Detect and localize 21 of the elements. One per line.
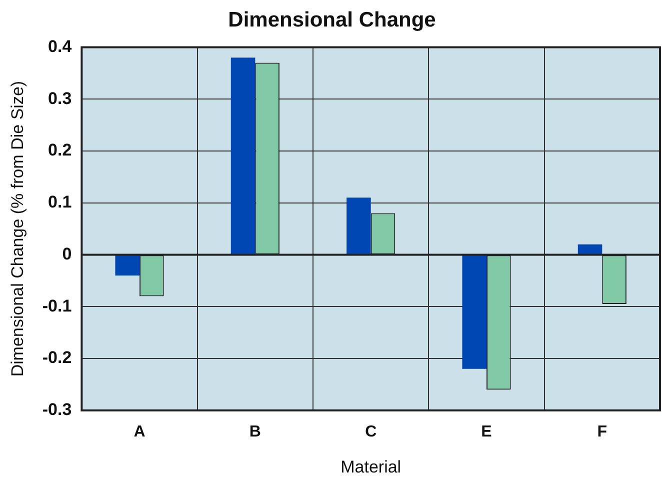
y-tick-label: 0.2: [48, 140, 72, 160]
y-tick-label: 0: [62, 244, 72, 264]
x-tick-label: C: [365, 423, 378, 440]
bar: [346, 198, 371, 254]
bar: [230, 58, 256, 254]
x-tick-label: F: [597, 423, 608, 440]
bar: [578, 244, 602, 254]
y-axis-title: Dimensional Change (% from Die Size): [8, 80, 27, 377]
x-tick-label: A: [134, 423, 146, 440]
x-tick-label: E: [481, 423, 492, 440]
x-tick-label: B: [249, 423, 261, 440]
y-tick-label: 0.4: [48, 36, 72, 56]
y-tick-label: -0.2: [42, 348, 72, 368]
y-tick-label: 0.3: [48, 88, 72, 108]
bar: [115, 255, 140, 276]
y-tick-label: -0.1: [42, 296, 72, 316]
y-tick-label: -0.3: [42, 400, 72, 420]
y-tick-label: 0.1: [48, 192, 72, 212]
bar: [462, 255, 487, 369]
x-axis-title: Material: [340, 457, 402, 476]
chart-title: Dimensional Change: [228, 8, 436, 32]
